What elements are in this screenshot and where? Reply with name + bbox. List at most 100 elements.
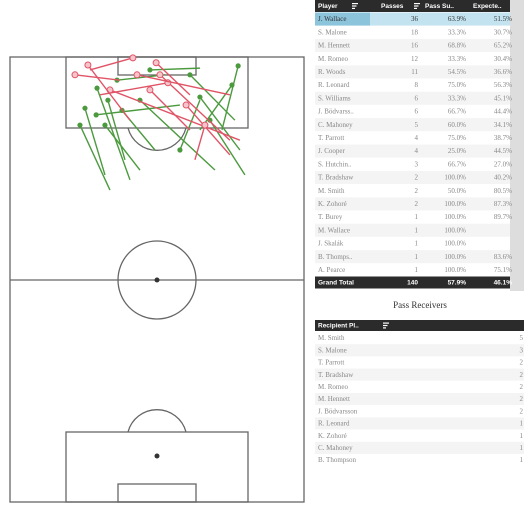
table-cell: 1	[520, 444, 524, 452]
penalty-box	[65, 431, 249, 503]
pass-origin	[102, 122, 108, 128]
table-cell: 1	[520, 456, 524, 464]
table-cell: 36	[411, 15, 419, 23]
table-row	[315, 91, 510, 105]
table-cell: B. Thomps..	[318, 253, 353, 261]
column-header: Expecte..	[473, 3, 502, 10]
table-cell: C. Mahoney	[318, 444, 353, 452]
table-cell: M. Hennett	[318, 395, 350, 403]
pass-origin	[71, 71, 79, 79]
table-row	[315, 454, 524, 467]
pass-line	[199, 96, 241, 151]
table-cell: J. Bödvarss..	[318, 108, 354, 116]
pass-line	[107, 99, 126, 160]
pass-origin	[156, 71, 164, 79]
table-cell: 100.0%	[444, 226, 466, 234]
sort-icon	[383, 327, 386, 329]
table-cell: M. Smith	[318, 334, 345, 342]
table-row	[315, 263, 510, 277]
table-cell: C. Mahoney	[318, 121, 353, 129]
table-row	[315, 144, 510, 158]
table-cell: R. Leonard	[318, 420, 350, 428]
table-cell: 6	[415, 108, 419, 116]
table-cell: S. Williams	[318, 94, 351, 102]
table-row	[315, 441, 524, 454]
table-cell: 8	[415, 81, 419, 89]
pass-origin	[105, 97, 111, 103]
table-title: Pass Receivers	[393, 300, 447, 310]
table-cell: 51.5%	[494, 15, 512, 23]
table-cell: 75.1%	[494, 266, 512, 274]
sort-icon	[352, 5, 357, 7]
table-row	[315, 417, 524, 430]
pass-line	[185, 104, 231, 156]
pass-line	[194, 124, 206, 160]
table-row	[315, 380, 524, 393]
pass-line	[104, 124, 141, 171]
table-cell: 100.0%	[444, 213, 466, 221]
table-row	[315, 78, 510, 92]
table-row	[315, 170, 510, 185]
table-cell: 2	[415, 187, 419, 195]
table-cell: 66.7%	[448, 108, 466, 116]
table-cell: 75.0%	[448, 81, 466, 89]
table-cell: 33.3%	[448, 94, 466, 102]
table-row	[315, 52, 510, 66]
table-cell: 2	[520, 371, 524, 379]
table-cell: 2	[520, 395, 524, 403]
table-cell: 36.6%	[494, 68, 512, 76]
table-cell: 100.0%	[444, 253, 466, 261]
table-cell: 54.5%	[448, 68, 466, 76]
row-highlight	[315, 12, 370, 26]
players-table: Player Passes Pass Su.. Expecte.. J. Wallace…	[315, 0, 524, 291]
table-cell: 44.5%	[494, 147, 512, 155]
table-row	[315, 131, 510, 145]
pass-line	[149, 67, 200, 71]
table-cell: 60.0%	[448, 121, 466, 129]
sort-icon	[352, 3, 358, 5]
table-row	[315, 118, 510, 132]
table-cell: 38.7%	[494, 134, 512, 142]
table-cell: 1	[415, 253, 419, 261]
table-row	[315, 429, 524, 442]
table-cell: 2	[520, 383, 524, 391]
sort-icon	[352, 7, 355, 9]
sort-icon	[414, 7, 417, 9]
table-row	[315, 236, 510, 251]
table-cell: 25.0%	[448, 147, 466, 155]
table-cell: 6	[415, 94, 419, 102]
column-header: Recipient Pl..	[318, 323, 359, 330]
receivers-table: Pass Receivers Recipient Pl.. M. Smith 5 S.…	[315, 300, 524, 467]
total-cell: 140	[407, 280, 418, 287]
pass-line	[149, 89, 191, 131]
table-cell: M. Wallace	[318, 226, 350, 234]
table-cell: R. Leonard	[318, 81, 350, 89]
table-cell: 30.7%	[494, 28, 512, 36]
table-cell: 100.0%	[444, 200, 466, 208]
table-cell: 5	[520, 334, 524, 342]
pass-origin	[147, 67, 153, 73]
table-cell: J. Wallace	[318, 15, 346, 23]
table-cell: T. Burey	[318, 213, 343, 221]
table-cell: T. Parrott	[318, 359, 344, 367]
table-row	[315, 368, 524, 381]
table-cell: 100.0%	[444, 240, 466, 248]
table-cell: 65.2%	[494, 42, 512, 50]
column-header: Pass Su..	[425, 3, 454, 10]
table-cell: B. Thompson	[318, 456, 356, 464]
pass-line	[179, 99, 201, 151]
centre-spot	[154, 277, 160, 283]
table-row	[315, 344, 524, 357]
table-cell: M. Hennett	[318, 42, 350, 50]
pass-origin	[94, 85, 100, 91]
sort-icon	[414, 5, 419, 7]
table-cell: 56.3%	[494, 81, 512, 89]
table-row	[315, 157, 510, 171]
table-row	[315, 223, 510, 237]
pass-origin	[182, 101, 190, 109]
table-cell: 34.1%	[494, 121, 512, 129]
pass-origin	[235, 63, 241, 69]
table-cell: J. Skalák	[318, 240, 344, 248]
table-cell: 2	[520, 359, 524, 367]
